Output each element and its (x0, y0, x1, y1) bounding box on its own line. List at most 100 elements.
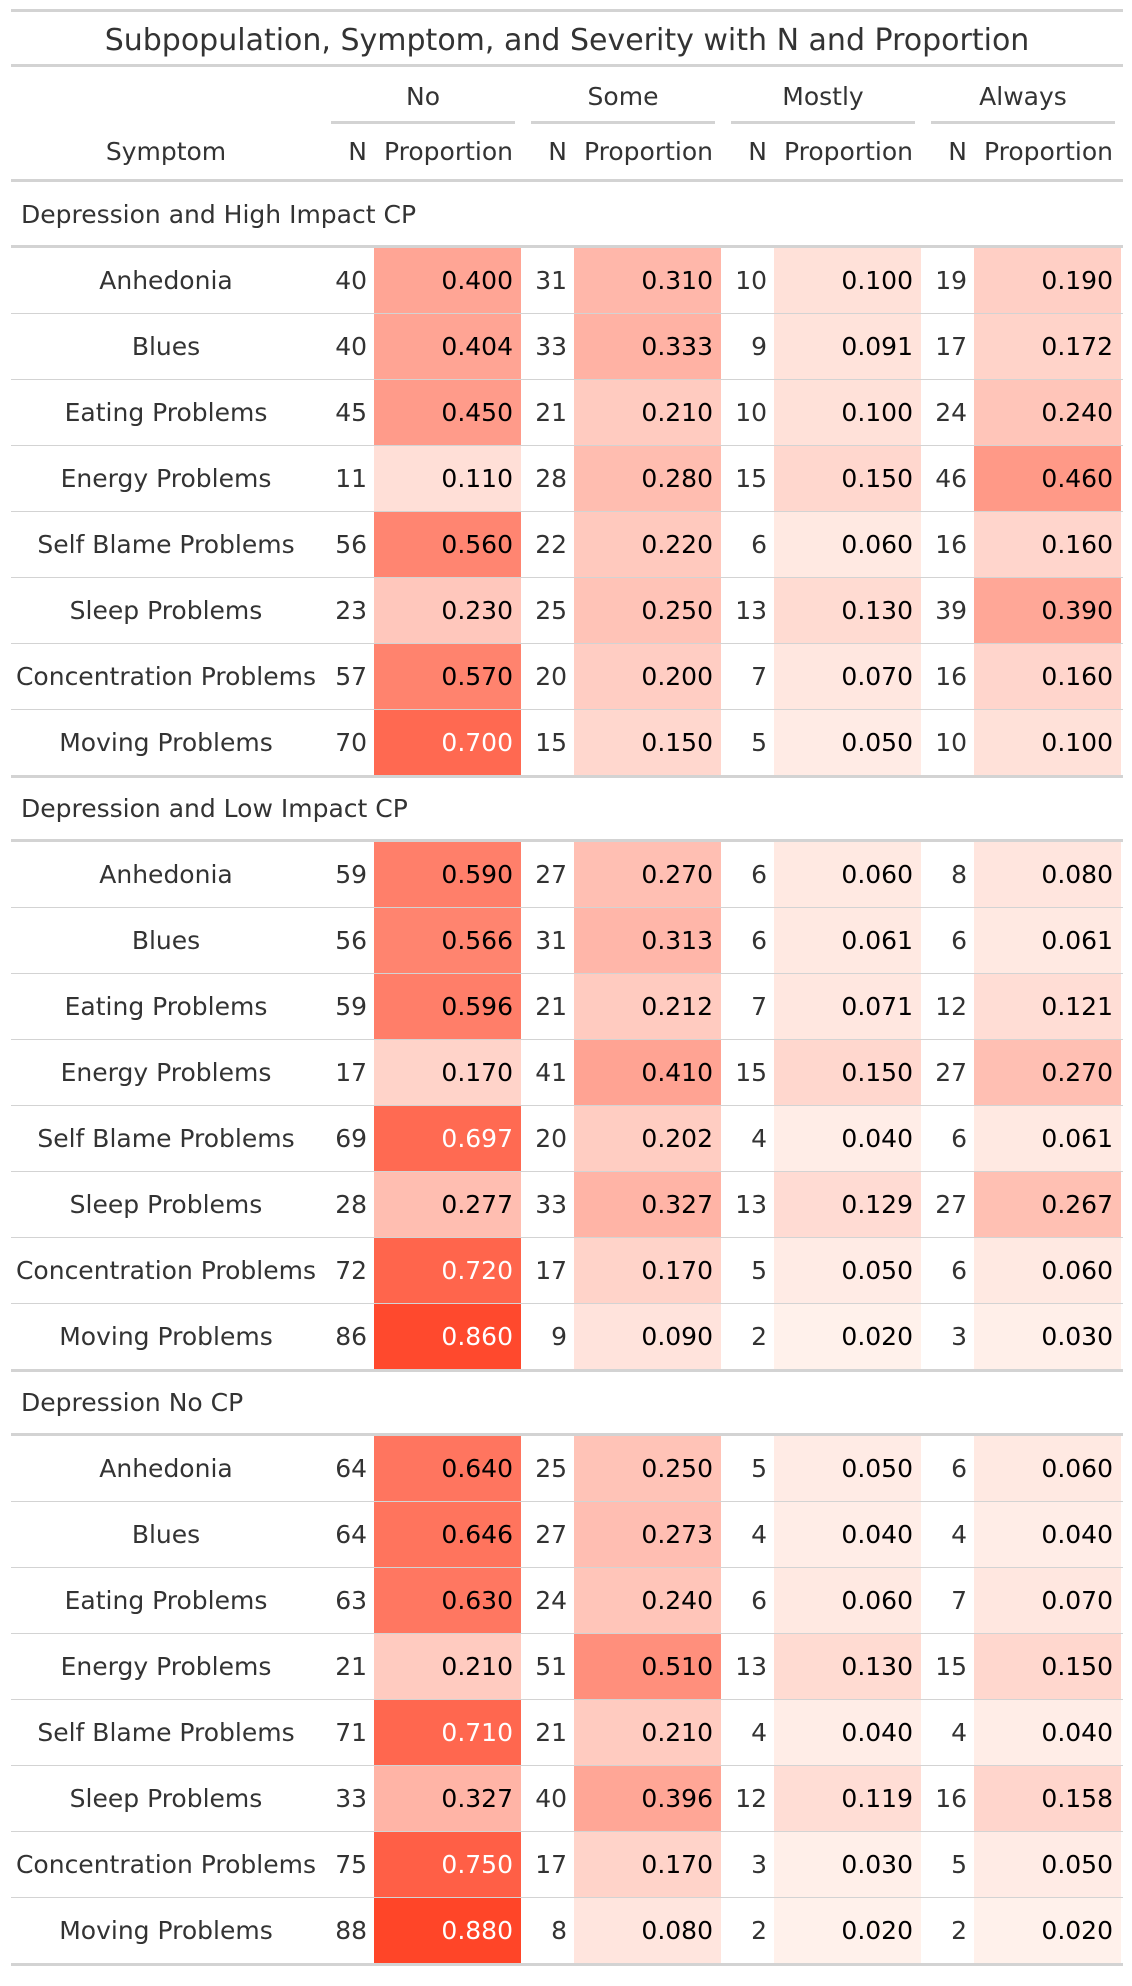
col-header-proportion-mostly: Proportion (784, 137, 913, 166)
group-label: Depression No CP (21, 1388, 244, 1417)
cell-n-mostly: 12 (735, 1784, 767, 1813)
cell-n-always: 6 (951, 1256, 967, 1285)
cell-n-some: 25 (535, 1454, 567, 1483)
cell-proportion-mostly: 0.100 (774, 380, 921, 446)
cell-proportion-mostly: 0.020 (774, 1898, 921, 1964)
cell-n-mostly: 6 (751, 1586, 767, 1615)
cell-proportion-no: 0.590 (374, 842, 521, 908)
group-label: Depression and High Impact CP (21, 200, 417, 229)
cell-n-no: 28 (335, 1190, 367, 1219)
row-symptom: Blues (131, 1520, 201, 1549)
col-header-proportion-no: Proportion (384, 137, 513, 166)
cell-n-mostly: 15 (735, 464, 767, 493)
cell-proportion-no: 0.630 (374, 1568, 521, 1634)
cell-n-mostly: 13 (735, 1190, 767, 1219)
cell-n-no: 64 (335, 1454, 367, 1483)
cell-proportion-some: 0.280 (574, 446, 721, 512)
cell-proportion-no: 0.450 (374, 380, 521, 446)
row-divider (11, 1303, 1123, 1304)
row-symptom: Concentration Problems (15, 1256, 317, 1285)
cell-n-no: 57 (335, 662, 367, 691)
cell-n-no: 40 (335, 266, 367, 295)
spanner-mostly: Mostly (782, 82, 864, 111)
col-header-n-always: N (948, 137, 967, 166)
table-title: Subpopulation, Symptom, and Severity wit… (104, 23, 1030, 58)
row-divider (11, 643, 1123, 644)
row-symptom: Energy Problems (60, 1652, 272, 1681)
cell-n-always: 4 (951, 1718, 967, 1747)
col-header-n-some: N (548, 137, 567, 166)
row-divider (11, 973, 1123, 974)
cell-n-mostly: 13 (735, 596, 767, 625)
cell-n-always: 16 (935, 1784, 967, 1813)
row-symptom: Self Blame Problems (37, 1124, 295, 1153)
cell-proportion-always: 0.390 (974, 578, 1121, 644)
cell-proportion-mostly: 0.070 (774, 644, 921, 710)
cell-n-always: 3 (951, 1322, 967, 1351)
cell-n-some: 24 (535, 1586, 567, 1615)
row-symptom: Self Blame Problems (37, 1718, 295, 1747)
cell-proportion-some: 0.313 (574, 908, 721, 974)
col-header-proportion-some: Proportion (584, 137, 713, 166)
cell-proportion-mostly: 0.071 (774, 974, 921, 1040)
cell-n-some: 15 (535, 728, 567, 757)
cell-proportion-no: 0.170 (374, 1040, 521, 1106)
cell-proportion-some: 0.396 (574, 1766, 721, 1832)
cell-n-mostly: 4 (751, 1124, 767, 1153)
cell-proportion-some: 0.270 (574, 842, 721, 908)
cell-proportion-mostly: 0.091 (774, 314, 921, 380)
cell-proportion-no: 0.570 (374, 644, 521, 710)
row-divider (11, 1699, 1123, 1700)
cell-proportion-some: 0.200 (574, 644, 721, 710)
cell-n-no: 45 (335, 398, 367, 427)
spanner-mostly-rule (731, 121, 915, 124)
row-symptom: Anhedonia (99, 860, 233, 889)
cell-n-some: 51 (535, 1652, 567, 1681)
cell-proportion-always: 0.060 (974, 1238, 1121, 1304)
cell-n-no: 59 (335, 992, 367, 1021)
cell-n-some: 21 (535, 992, 567, 1021)
cell-n-mostly: 10 (735, 266, 767, 295)
cell-n-some: 17 (535, 1850, 567, 1879)
row-divider (11, 709, 1123, 710)
cell-proportion-no: 0.230 (374, 578, 521, 644)
cell-n-mostly: 4 (751, 1520, 767, 1549)
cell-proportion-some: 0.310 (574, 248, 721, 314)
cell-proportion-no: 0.860 (374, 1304, 521, 1370)
cell-proportion-mostly: 0.030 (774, 1832, 921, 1898)
spanner-no: No (406, 82, 440, 111)
row-symptom: Blues (131, 926, 201, 955)
cell-proportion-some: 0.210 (574, 1700, 721, 1766)
cell-n-no: 71 (335, 1718, 367, 1747)
cell-n-mostly: 4 (751, 1718, 767, 1747)
cell-proportion-no: 0.596 (374, 974, 521, 1040)
cell-proportion-mostly: 0.060 (774, 512, 921, 578)
cell-proportion-some: 0.212 (574, 974, 721, 1040)
row-divider (11, 907, 1123, 908)
cell-n-some: 27 (535, 1520, 567, 1549)
cell-proportion-some: 0.250 (574, 1436, 721, 1502)
cell-proportion-some: 0.150 (574, 710, 721, 776)
cell-n-always: 6 (951, 926, 967, 955)
row-divider (11, 379, 1123, 380)
group-rule (11, 839, 1123, 842)
cell-proportion-some: 0.510 (574, 1634, 721, 1700)
col-header-proportion-always: Proportion (984, 137, 1113, 166)
cell-proportion-always: 0.040 (974, 1700, 1121, 1766)
cell-n-mostly: 15 (735, 1058, 767, 1087)
cell-n-mostly: 2 (751, 1916, 767, 1945)
cell-n-always: 5 (951, 1850, 967, 1879)
cell-proportion-mostly: 0.150 (774, 1040, 921, 1106)
cell-proportion-always: 0.100 (974, 710, 1121, 776)
row-symptom: Moving Problems (59, 1916, 273, 1945)
cell-n-always: 46 (935, 464, 967, 493)
cell-n-mostly: 10 (735, 398, 767, 427)
row-symptom: Energy Problems (60, 1058, 272, 1087)
cell-proportion-always: 0.158 (974, 1766, 1121, 1832)
cell-proportion-always: 0.061 (974, 908, 1121, 974)
cell-n-no: 23 (335, 596, 367, 625)
cell-n-some: 40 (535, 1784, 567, 1813)
col-header-n-no: N (348, 137, 367, 166)
row-divider (11, 1765, 1123, 1766)
row-divider (11, 577, 1123, 578)
